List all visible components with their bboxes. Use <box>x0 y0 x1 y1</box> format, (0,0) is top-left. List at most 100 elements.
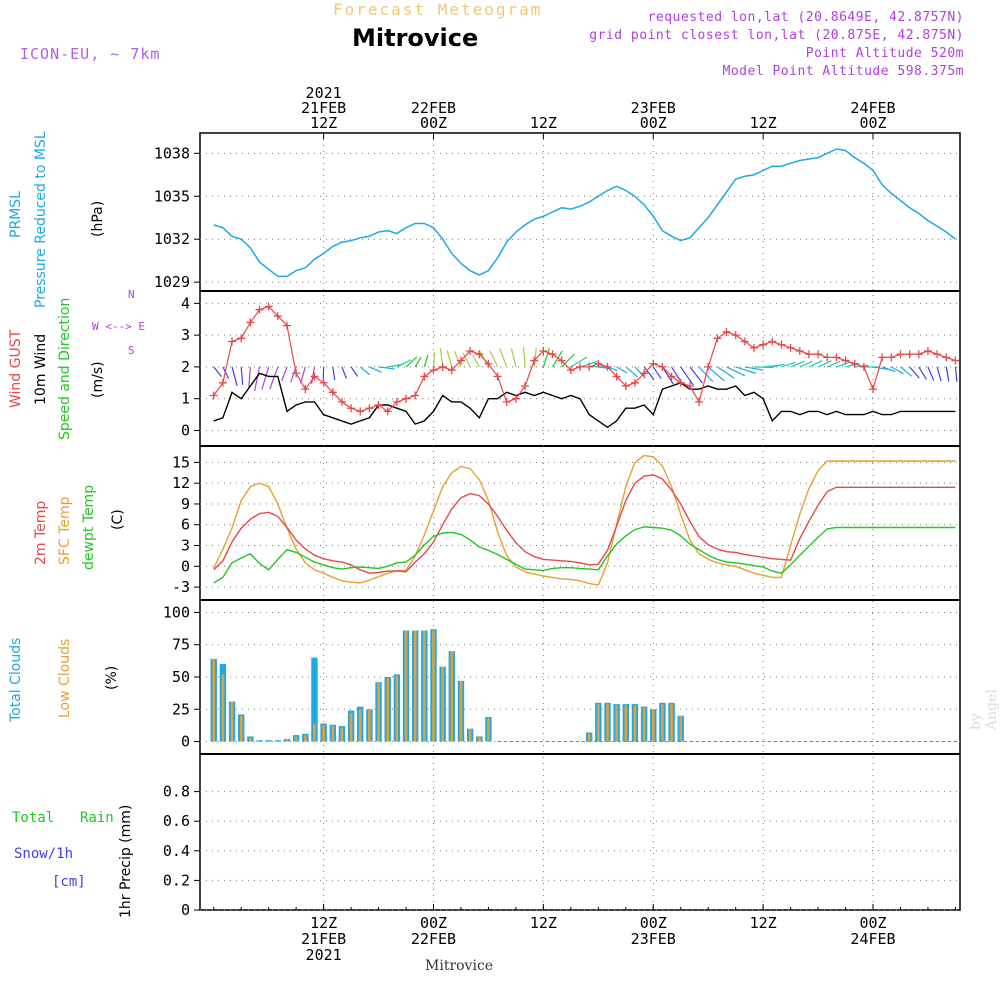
precip-snow-label: Snow/1h <box>14 846 74 862</box>
wind-gust-marker <box>310 372 319 381</box>
panel-frames <box>199 132 961 911</box>
bottom-time-label: 21FEB <box>301 930 346 948</box>
wind-direction-arrow <box>472 355 480 368</box>
wind-direction-arrow <box>680 366 694 386</box>
low-clouds-bar <box>432 630 435 742</box>
y-tick-label: 1 <box>181 390 190 408</box>
wind-direction-arrow <box>341 366 347 379</box>
low-clouds-bar <box>642 707 646 742</box>
wind-direction-arrow <box>836 361 851 368</box>
wind-gust-marker <box>942 353 951 362</box>
top-time-label: 24FEB <box>850 99 895 117</box>
wind-gust-marker <box>209 391 218 400</box>
wind-gust-marker <box>493 372 502 381</box>
low-clouds-bar <box>377 682 380 742</box>
point-altitude: Point Altitude 520m <box>805 46 964 61</box>
wind-gust-marker <box>786 343 795 352</box>
wind-direction-arrow <box>405 356 418 368</box>
wind-gust-marker <box>466 347 475 356</box>
wind-gust-marker <box>447 366 456 375</box>
y-tick-label: 3 <box>181 326 190 344</box>
wind-direction-arrow <box>717 366 735 379</box>
low-clouds-bar <box>313 723 316 742</box>
wind-direction-arrow <box>744 366 764 371</box>
top-time-label: 2021 <box>306 84 342 102</box>
wind-gust-marker <box>649 359 658 368</box>
y-tick-label: 25 <box>172 700 190 718</box>
wind-direction-arrow <box>462 352 471 368</box>
wind-gust-marker <box>548 350 557 359</box>
wind-direction-arrow <box>881 366 896 373</box>
y-tick-label: 50 <box>172 668 190 686</box>
low-clouds-bar <box>679 715 683 742</box>
wind-gust-marker <box>841 356 850 365</box>
y-tick-label: 1038 <box>154 144 190 162</box>
wind-direction-arrow <box>900 366 913 377</box>
compass-north: N <box>128 288 135 301</box>
wind-direction-arrow <box>652 366 662 379</box>
wind-gust-marker <box>347 404 356 413</box>
temp-sfc-line <box>213 454 956 586</box>
wind-gust-marker <box>237 334 246 343</box>
y-tick-label: 12 <box>172 474 190 492</box>
wind-gust-marker <box>475 350 484 359</box>
wind-gust-marker <box>850 359 859 368</box>
wind-gust-marker <box>612 372 621 381</box>
wind-gust-marker <box>777 340 786 349</box>
y-tick-label: 75 <box>172 636 190 654</box>
wind-direction-arrow <box>378 366 395 370</box>
wind-direction-arrow <box>542 348 551 368</box>
wind-gust-marker <box>832 353 841 362</box>
y-tick-label: 0.4 <box>163 842 190 860</box>
wind-direction-arrow <box>300 366 306 384</box>
bottom-time-label: 23FEB <box>631 930 676 948</box>
wind-gust-marker <box>722 327 731 336</box>
wind-direction-arrow <box>781 361 796 368</box>
wind-gust-marker <box>658 362 667 371</box>
wind-gust-marker <box>456 356 465 365</box>
y-tick-label: 0.2 <box>163 871 190 889</box>
top-time-label: 21FEB <box>301 99 346 117</box>
bottom-time-label: 22FEB <box>411 930 456 948</box>
wind-direction-arrow <box>936 366 942 382</box>
y-tick-label: 0 <box>181 557 190 575</box>
y-tick-label: 9 <box>181 495 190 513</box>
bottom-time-label: 00Z <box>640 914 667 932</box>
low-clouds-bar <box>331 726 335 742</box>
wind-gust-marker <box>804 350 813 359</box>
wind-gust-marker <box>896 350 905 359</box>
bottom-time-label: 24FEB <box>850 930 895 948</box>
wind-gust-marker <box>218 378 227 387</box>
wind-direction-arrow <box>231 366 238 387</box>
bottom-time-label: 00Z <box>859 914 886 932</box>
y-tick-label: 15 <box>172 453 190 471</box>
wind-gust-marker <box>859 362 868 371</box>
wind-gust-marker <box>823 353 832 362</box>
precip-rain-label: Rain <box>80 810 114 826</box>
wind-gust-marker <box>923 347 932 356</box>
wind-gust-marker <box>511 394 520 403</box>
wind-gust-marker <box>383 407 392 416</box>
low-clouds-bar <box>395 675 399 742</box>
wind-direction-arrow <box>510 348 517 368</box>
low-clouds-bar <box>221 674 225 742</box>
top-time-label: 12Z <box>750 114 777 132</box>
wind-gust-marker <box>621 381 630 390</box>
wind-direction-arrow <box>350 366 359 377</box>
total-clouds-bar <box>265 740 272 742</box>
wind-gust-marker <box>594 359 603 368</box>
wind-gust-marker <box>539 347 548 356</box>
wind-gust-marker <box>768 337 777 346</box>
low-clouds-bar <box>368 709 371 742</box>
y-tick-label: 0 <box>181 733 190 751</box>
wind-gust-marker <box>576 362 584 371</box>
wind-direction-arrow <box>735 366 757 374</box>
wind-direction-arrow <box>625 366 639 378</box>
wind-direction-arrow <box>570 356 588 368</box>
wind-direction-arrow <box>772 363 785 368</box>
low-clouds-bar <box>606 704 609 742</box>
y-tick-label: 0 <box>181 421 190 439</box>
top-time-label: 12Z <box>530 114 557 132</box>
wind-direction-arrow <box>432 352 436 367</box>
